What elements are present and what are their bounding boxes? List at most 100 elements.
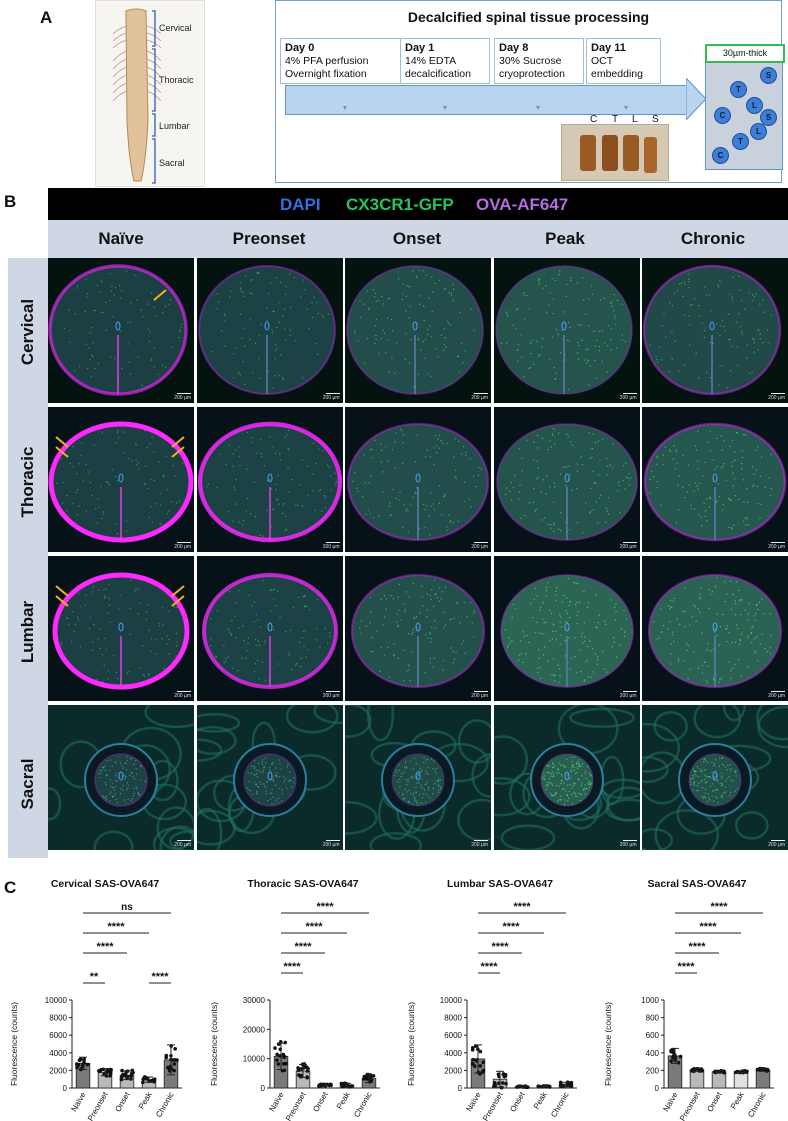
bar — [733, 1071, 749, 1089]
yellow-arrow — [55, 436, 69, 448]
y-tick-label: 6000 — [444, 1031, 462, 1040]
scale-bar — [325, 542, 340, 543]
data-point — [282, 1055, 286, 1060]
scale-label: 200 µm — [619, 842, 637, 848]
chart-1: Thoracic SAS-OVA647 Fluorescence (counts)… — [209, 878, 380, 1121]
data-point — [304, 1065, 308, 1069]
chart-title: Thoracic SAS-OVA647 — [247, 878, 358, 890]
micrograph-sacral-4: 200 µm — [642, 705, 788, 850]
micrograph-lumbar-0: 200 µm — [48, 556, 194, 701]
data-point — [471, 1057, 476, 1062]
significance-label: **** — [677, 961, 695, 973]
yellow-arrow — [171, 436, 185, 448]
yellow-arrow — [171, 595, 185, 607]
data-point — [504, 1081, 508, 1086]
panel-c-letter: C — [4, 878, 17, 897]
section-image — [345, 556, 491, 701]
chart-2: Lumbar SAS-OVA647 Fluorescence (counts) 0 2… — [406, 878, 577, 1121]
data-point — [340, 1084, 345, 1089]
scale-label: 200 µm — [174, 842, 191, 848]
data-point — [172, 1062, 177, 1066]
section-image — [196, 705, 343, 850]
spine-illustration: Cervical Thoracic Lumbar Sacral — [95, 0, 205, 187]
data-point — [478, 1049, 483, 1054]
timeline-arrow — [285, 85, 688, 115]
section-image — [493, 556, 640, 701]
chart-title: Sacral SAS-OVA647 — [647, 878, 746, 890]
data-point — [129, 1072, 134, 1076]
data-point — [569, 1082, 573, 1086]
day-0-line1: 4% PFA perfusion — [285, 55, 369, 67]
y-tick-label: 600 — [646, 1031, 660, 1040]
x-tick-label: Peak — [532, 1090, 549, 1111]
data-point — [297, 1073, 301, 1077]
significance-label: **** — [502, 921, 520, 933]
x-tick-label: Preonset — [284, 1090, 308, 1121]
slide-dot: S — [760, 67, 777, 84]
section-image — [642, 705, 788, 850]
day-8-line1: 30% Sucrose — [499, 55, 562, 67]
scale-label: 200 µm — [471, 842, 488, 848]
data-point — [75, 1063, 79, 1067]
stage-header: Naïve Preonset Onset Peak Chronic — [48, 220, 788, 258]
significance-label: **** — [699, 921, 717, 933]
micrograph-thoracic-1: 200 µm — [196, 407, 343, 552]
scale-bar — [622, 542, 637, 543]
day-8-line2: cryoprotection — [499, 68, 565, 80]
micrograph-sacral-0: 200 µm — [48, 705, 194, 850]
x-tick-label: Onset — [508, 1090, 527, 1114]
y-axis-label: Fluorescence (counts) — [406, 1002, 416, 1086]
data-point — [141, 1080, 145, 1085]
slide-dot: T — [732, 133, 749, 150]
panel-b-letter: B — [4, 192, 17, 211]
legend-ova: OVA-AF647 — [476, 195, 569, 214]
micrograph-cervical-3: 200 µm — [493, 258, 640, 403]
data-point — [296, 1066, 300, 1070]
micrograph-cervical-2: 200 µm — [345, 258, 491, 403]
data-point — [173, 1058, 177, 1062]
significance-label: **** — [96, 941, 114, 953]
scale-bar — [474, 542, 488, 543]
data-point — [496, 1072, 501, 1077]
charts-area: Cervical SAS-OVA647 Fluorescence (counts)… — [0, 870, 788, 1121]
scale-bar — [177, 691, 191, 692]
data-point — [275, 1058, 279, 1062]
region-lumbar: Lumbar — [159, 121, 190, 131]
y-axis-label: Fluorescence (counts) — [603, 1002, 613, 1086]
scale-bar — [474, 393, 488, 394]
legend-gfp: CX3CR1-GFP — [346, 195, 454, 214]
x-tick-label: Onset — [113, 1090, 132, 1114]
y-tick-label: 10000 — [45, 996, 68, 1005]
scale-label: 200 µm — [471, 395, 488, 401]
data-point — [340, 1082, 345, 1086]
day-8-title: Day 8 — [499, 42, 529, 54]
legend-dapi: DAPI — [280, 195, 321, 214]
section-image — [345, 705, 491, 850]
x-tick-label: Chronic — [549, 1091, 571, 1119]
data-point — [283, 1040, 288, 1045]
x-tick-label: Peak — [729, 1090, 746, 1111]
yellow-arrow — [55, 446, 69, 458]
section-image — [345, 258, 491, 403]
micrograph-lumbar-1: 200 µm — [196, 556, 343, 701]
bar — [755, 1069, 771, 1089]
flow-title: Decalcified spinal tissue processing — [407, 9, 650, 25]
scale-label: 200 µm — [322, 395, 340, 401]
slide-dot: T — [730, 81, 747, 98]
data-point — [299, 1067, 303, 1071]
data-point — [669, 1049, 673, 1054]
scale-bar — [325, 840, 340, 841]
data-point — [492, 1081, 497, 1085]
panel-a-letter: A — [40, 8, 53, 27]
x-tick-label: Preonset — [678, 1090, 702, 1121]
stage-preonset: Preonset — [232, 229, 306, 248]
y-tick-label: 4000 — [444, 1049, 462, 1058]
y-tick-label: 0 — [63, 1084, 68, 1093]
data-point — [492, 1084, 496, 1089]
section-image — [48, 705, 194, 850]
data-point — [278, 1047, 283, 1052]
data-point — [121, 1072, 125, 1077]
scale-label: 200 µm — [174, 395, 191, 401]
photo-label-s: S — [652, 114, 659, 125]
x-tick-label: Naïve — [69, 1090, 88, 1113]
